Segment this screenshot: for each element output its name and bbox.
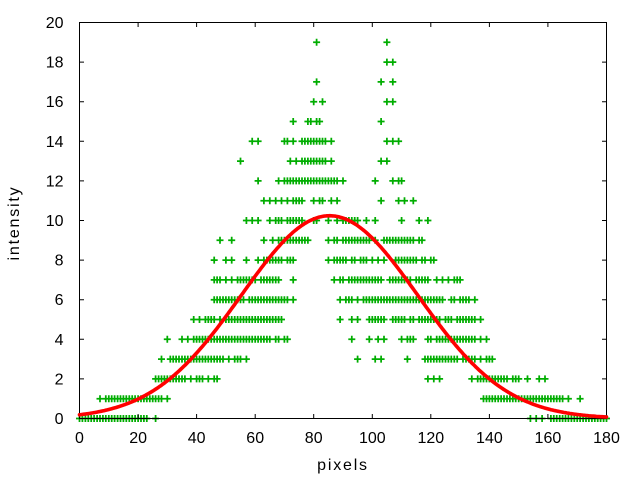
svg-text:20: 20 (46, 15, 64, 32)
svg-text:8: 8 (55, 253, 64, 270)
svg-text:20: 20 (129, 430, 147, 447)
svg-text:10: 10 (46, 213, 64, 230)
svg-text:intensity: intensity (6, 186, 23, 261)
svg-text:100: 100 (359, 430, 386, 447)
svg-text:14: 14 (46, 134, 64, 151)
svg-text:40: 40 (188, 430, 206, 447)
svg-text:18: 18 (46, 55, 64, 72)
svg-text:160: 160 (535, 430, 562, 447)
svg-text:pixels: pixels (317, 457, 369, 474)
svg-text:180: 180 (593, 430, 620, 447)
svg-text:0: 0 (55, 411, 64, 428)
svg-text:140: 140 (476, 430, 503, 447)
svg-text:16: 16 (46, 94, 64, 111)
svg-text:0: 0 (75, 430, 84, 447)
svg-text:120: 120 (417, 430, 444, 447)
svg-text:12: 12 (46, 173, 64, 190)
svg-text:2: 2 (55, 371, 64, 388)
svg-text:4: 4 (55, 332, 64, 349)
svg-text:6: 6 (55, 292, 64, 309)
svg-text:80: 80 (305, 430, 323, 447)
svg-text:60: 60 (246, 430, 264, 447)
